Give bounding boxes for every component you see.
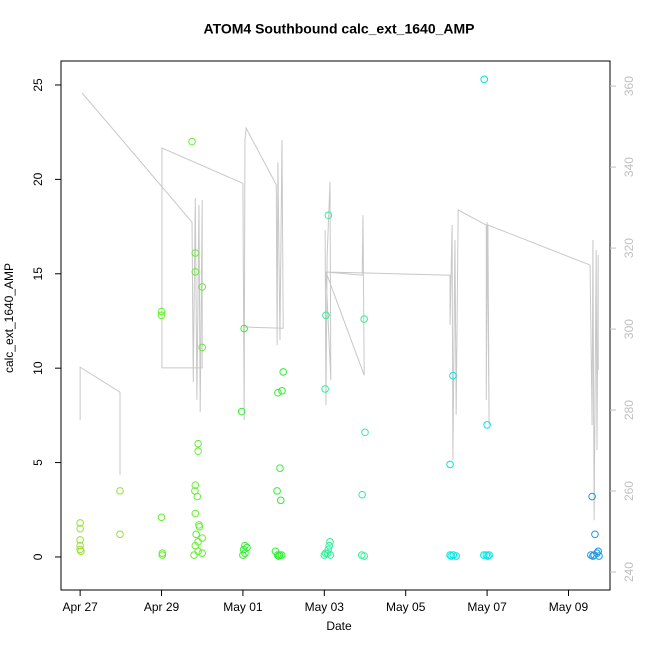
data-point <box>198 534 207 542</box>
data-point <box>324 211 333 220</box>
chart-title: ATOM4 Southbound calc_ext_1640_AMP <box>204 21 475 37</box>
data-point <box>325 541 333 550</box>
data-line <box>79 92 599 521</box>
data-point <box>480 75 489 84</box>
data-point <box>194 547 202 556</box>
data-point <box>192 530 200 539</box>
x-tick-label: May 01 <box>223 600 263 614</box>
data-point <box>157 311 166 320</box>
y-tick-label: 10 <box>31 361 45 375</box>
data-point <box>76 541 84 550</box>
y-tick-label: 15 <box>31 267 45 281</box>
data-point <box>198 283 207 291</box>
data-point <box>482 551 491 559</box>
data-point <box>322 311 330 320</box>
y2-tick-label: 260 <box>622 481 636 501</box>
data-point <box>158 549 167 557</box>
y-axis-label: calc_ext_1640_AMP <box>2 263 16 373</box>
data-point <box>361 428 369 437</box>
y-tick-label: 0 <box>31 553 45 560</box>
data-point <box>588 492 596 501</box>
data-point <box>198 343 207 352</box>
data-point <box>326 538 334 546</box>
data-point <box>157 513 166 522</box>
data-point <box>274 388 282 397</box>
x-axis-label: Date <box>326 619 352 633</box>
data-point <box>188 137 196 146</box>
data-point <box>321 385 329 393</box>
data-point <box>194 439 202 448</box>
y-tick-label: 20 <box>31 172 45 186</box>
data-point <box>276 496 285 505</box>
data-point <box>190 551 198 559</box>
data-point <box>241 549 249 557</box>
data-point <box>273 551 282 559</box>
data-point <box>194 447 202 456</box>
data-point <box>193 492 202 501</box>
y-tick-label: 5 <box>31 459 45 466</box>
data-point <box>360 552 368 560</box>
x-tick-label: May 07 <box>467 600 507 614</box>
data-point <box>484 552 492 560</box>
data-point <box>116 530 124 539</box>
data-point <box>278 387 286 395</box>
y2-tick-label: 240 <box>622 562 636 582</box>
plot-box <box>60 60 611 591</box>
data-point <box>195 522 204 531</box>
data-point <box>241 541 249 550</box>
y2-tick-label: 320 <box>622 238 636 258</box>
data-point <box>191 249 200 257</box>
data-point <box>76 536 84 544</box>
data-point <box>480 551 488 559</box>
data-point <box>275 551 284 559</box>
x-tick-label: May 05 <box>386 600 426 614</box>
y-tick-label: 25 <box>31 78 45 92</box>
data-point <box>191 509 200 518</box>
data-point <box>157 307 166 316</box>
data-point <box>446 460 454 469</box>
data-point <box>239 551 247 559</box>
y2-tick-label: 360 <box>622 76 636 96</box>
data-point <box>191 481 200 490</box>
y2-tick-label: 300 <box>622 319 636 339</box>
data-point <box>452 552 460 560</box>
y2-tick-label: 280 <box>622 400 636 420</box>
data-point <box>360 315 368 323</box>
data-point <box>595 552 603 560</box>
data-point <box>449 371 457 380</box>
data-point <box>194 538 202 546</box>
data-point <box>239 545 248 554</box>
x-tick-label: May 03 <box>305 600 345 614</box>
data-point <box>594 547 602 556</box>
data-point <box>76 524 84 533</box>
data-point <box>277 551 286 559</box>
data-point <box>158 551 167 559</box>
x-tick-label: May 09 <box>549 600 589 614</box>
data-point <box>198 549 207 557</box>
data-point <box>273 487 281 495</box>
data-point <box>276 464 284 473</box>
x-tick-label: Apr 27 <box>62 600 98 614</box>
data-point <box>358 490 366 499</box>
data-point <box>237 407 246 416</box>
data-point <box>483 421 491 429</box>
y2-tick-label: 340 <box>622 157 636 177</box>
data-point <box>240 324 248 333</box>
data-point <box>76 519 84 527</box>
data-point <box>326 551 335 559</box>
x-tick-label: Apr 29 <box>144 600 180 614</box>
data-point <box>116 487 124 495</box>
data-point <box>279 368 288 376</box>
data-point <box>191 268 200 276</box>
data-point <box>77 547 85 556</box>
data-point <box>591 530 599 539</box>
data-point <box>485 551 493 559</box>
